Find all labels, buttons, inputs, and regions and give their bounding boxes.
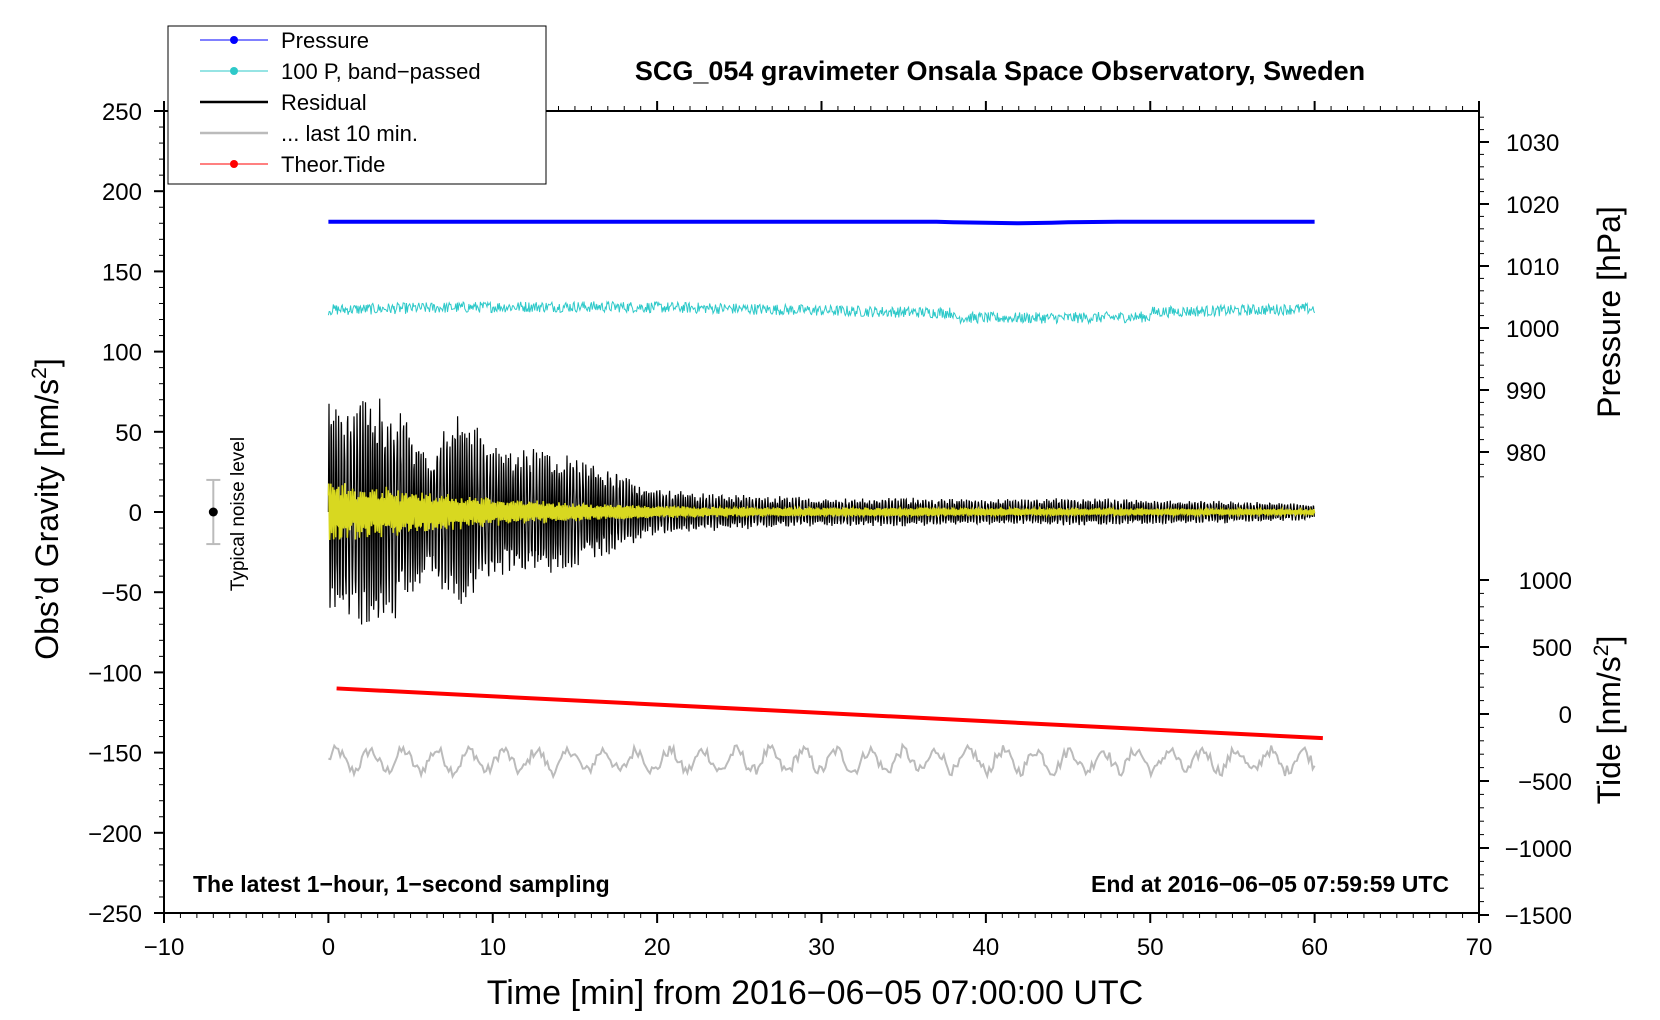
tide-tick-label: 1000 <box>1519 568 1572 595</box>
pressure-tick-label: 1010 <box>1506 254 1559 281</box>
series-residual-smoothed-line <box>327 483 1316 541</box>
legend-label: ... last 10 min. <box>281 121 418 146</box>
left-tick-label: 100 <box>102 340 142 367</box>
left-tick-label: 50 <box>115 420 142 447</box>
series-pressure-line <box>328 219 1315 226</box>
x-tick-label: 10 <box>479 934 506 961</box>
pressure-tick-label: 1000 <box>1506 316 1559 343</box>
series-band-passed-line <box>327 300 1316 326</box>
legend-label: Pressure <box>281 28 369 53</box>
noise-level-label: Typical noise level <box>228 437 249 591</box>
x-tick-label: 60 <box>1301 934 1328 961</box>
left-tick-label: −200 <box>88 821 142 848</box>
left-tick-label: 200 <box>102 179 142 206</box>
series-theor-tide-line <box>336 686 1323 741</box>
y-axis-label-pressure: Pressure [hPa] <box>1591 206 1627 418</box>
pressure-tick-label: 990 <box>1506 378 1546 405</box>
y-axis-label-left-close: ] <box>29 358 65 367</box>
x-tick-label: 40 <box>973 934 1000 961</box>
y-axis-label-left: Obs’d Gravity [nm/s2] <box>28 358 65 660</box>
series-layer <box>327 219 1323 780</box>
left-tick-label: 250 <box>102 99 142 126</box>
series-last-10-min-line <box>328 742 1316 780</box>
annotation-sampling: The latest 1−hour, 1−second sampling <box>193 871 610 897</box>
x-tick-label: −10 <box>144 934 185 961</box>
left-axis-ticks: 250 200 150 100 50 0 −50 −100 −150 −200 −250 <box>88 99 164 928</box>
legend-label: Residual <box>281 90 367 115</box>
tide-tick-label: −1000 <box>1505 836 1572 863</box>
legend: Pressure 100 P, band−passed Residual ... la… <box>167 25 547 185</box>
pressure-tick-label: 1020 <box>1506 192 1559 219</box>
x-tick-label: 30 <box>808 934 835 961</box>
x-axis-label: Time [min] from 2016−06−05 07:00:00 UTC <box>487 974 1143 1012</box>
x-axis-ticks: −10 0 10 20 30 40 50 60 70 <box>144 101 1493 961</box>
left-tick-label: −100 <box>88 660 142 687</box>
left-tick-label: 150 <box>102 259 142 286</box>
legend-label: Theor.Tide <box>281 152 385 177</box>
y-axis-label-tide-close: ] <box>1591 636 1627 645</box>
annotation-end-time: End at 2016−06−05 07:59:59 UTC <box>1091 871 1449 897</box>
left-tick-label: −150 <box>88 741 142 768</box>
pressure-tick-label: 1030 <box>1506 130 1559 157</box>
tide-tick-label: −1500 <box>1505 903 1572 930</box>
legend-entries: Pressure 100 P, band−passed Residual ... la… <box>200 28 481 177</box>
pressure-tick-label: 980 <box>1506 440 1546 467</box>
series-residual-line <box>327 398 1315 625</box>
noise-bar-center-dot <box>208 507 218 517</box>
noise-level-marker <box>206 478 221 546</box>
x-tick-label: 20 <box>644 934 671 961</box>
tide-tick-label: 0 <box>1559 702 1572 729</box>
y-axis-label-left-sup: 2 <box>28 367 51 379</box>
legend-box <box>167 25 547 185</box>
tide-tick-label: 500 <box>1532 635 1572 662</box>
x-tick-label: 50 <box>1137 934 1164 961</box>
left-tick-label: 0 <box>129 500 142 527</box>
y-axis-label-left-text: Obs’d Gravity [nm/s <box>29 379 65 660</box>
legend-label: 100 P, band−passed <box>281 59 481 84</box>
y-axis-label-tide-text: Tide [nm/s <box>1591 656 1627 804</box>
legend-marker <box>230 67 238 75</box>
tide-tick-label: −500 <box>1518 769 1572 796</box>
chart-title: SCG_054 gravimeter Onsala Space Observat… <box>635 56 1365 86</box>
legend-marker <box>230 36 238 44</box>
pressure-axis-ticks: 1030 1020 1010 1000 990 980 <box>1479 116 1559 478</box>
left-tick-label: −50 <box>101 580 142 607</box>
x-tick-label: 0 <box>322 934 335 961</box>
x-tick-label: 70 <box>1466 934 1493 961</box>
left-tick-label: −250 <box>88 901 142 928</box>
y-axis-label-tide: Tide [nm/s2] <box>1590 636 1627 805</box>
tide-axis-ticks: 1000 500 0 −500 −1000 −1500 <box>1479 568 1572 930</box>
y-axis-label-tide-sup: 2 <box>1590 645 1613 657</box>
legend-marker <box>230 160 238 168</box>
